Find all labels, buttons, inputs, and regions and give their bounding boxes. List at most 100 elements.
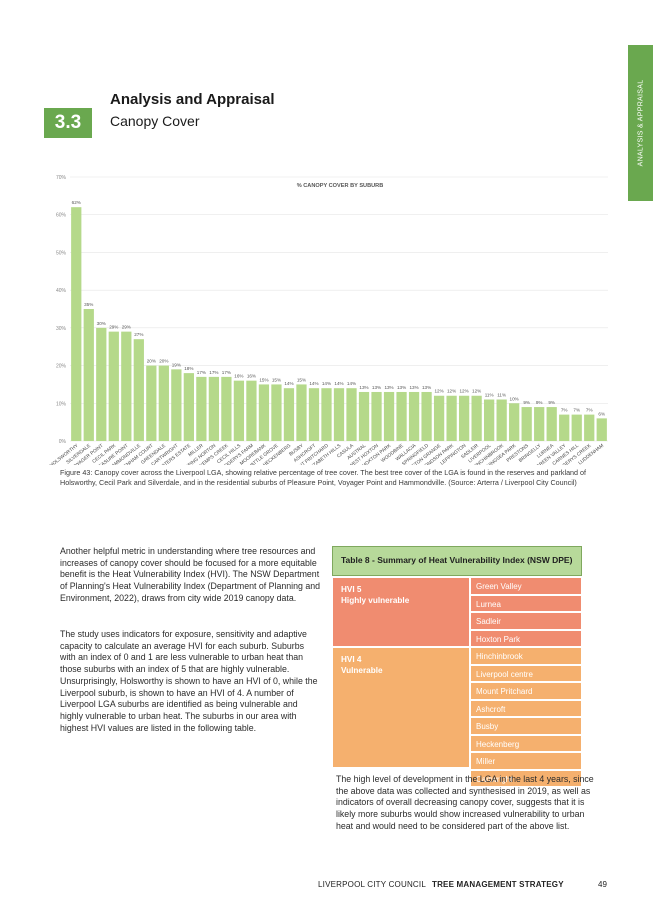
bar (596, 418, 607, 441)
bar (458, 395, 470, 441)
body-paragraph-development: The high level of development in the LGA… (336, 774, 594, 831)
table-cell-suburb: Sadleir (470, 612, 582, 630)
bar (71, 207, 82, 441)
bar-data-label: 9% (548, 400, 555, 405)
bar-data-label: 9% (523, 400, 530, 405)
bar-data-label: 18% (184, 366, 193, 371)
footer-organisation: LIVERPOOL CITY COUNCIL (318, 880, 426, 889)
bar-data-label: 15% (272, 377, 281, 382)
y-tick-label: 30% (56, 326, 67, 332)
section-title: Analysis and Appraisal (110, 91, 275, 108)
table-cell-suburb: Hoxton Park (470, 629, 582, 647)
bar-data-label: 17% (209, 370, 218, 375)
bar-data-label: 35% (84, 302, 93, 307)
bar-data-label: 14% (309, 381, 318, 386)
section-subtitle: Canopy Cover (110, 113, 200, 129)
bar (158, 365, 169, 441)
chart-title: % CANOPY COVER BY SUBURB (297, 183, 384, 189)
y-tick-label: 20% (56, 364, 67, 370)
bar (321, 388, 332, 441)
bar (283, 388, 295, 441)
bar-data-label: 12% (472, 389, 481, 394)
bar-data-label: 7% (561, 408, 568, 413)
bar (271, 384, 282, 441)
table-cell-suburb: Ashcroft (470, 699, 582, 717)
hvi4-description: Vulnerable (341, 666, 383, 675)
figure-caption: Figure 43: Canopy cover across the Liver… (60, 468, 587, 487)
hvi4-label: HVI 4 Vulnerable (332, 647, 470, 768)
bar (584, 414, 595, 441)
bar (258, 384, 270, 441)
bar-data-label: 29% (122, 325, 131, 330)
bar (496, 399, 507, 441)
bar-data-label: 13% (359, 385, 368, 390)
bar-data-label: 14% (322, 381, 331, 386)
bar (208, 376, 220, 441)
bar (96, 327, 107, 441)
bar-data-label: 13% (372, 385, 381, 390)
bar-data-label: 12% (460, 389, 469, 394)
bar-data-label: 20% (159, 359, 168, 364)
section-number: 3.3 (44, 108, 92, 138)
table-cell-suburb: Hinchinbrook (470, 647, 582, 665)
table-cell-suburb: Green Valley (470, 577, 582, 595)
bar-data-label: 62% (72, 200, 81, 205)
bar-data-label: 16% (247, 374, 256, 379)
y-tick-label: 70% (56, 175, 67, 181)
bar (196, 376, 207, 441)
bar (296, 384, 307, 441)
bar (346, 388, 357, 441)
bar-data-label: 30% (97, 321, 106, 326)
side-section-tab: ANALYSIS & APPRAISAL (628, 45, 653, 201)
hvi5-level: HVI 5 (341, 585, 362, 594)
bar (233, 380, 245, 441)
bar-data-label: 17% (197, 370, 206, 375)
bar-data-label: 16% (234, 374, 243, 379)
canopy-chart-svg: 0% 10% 20% 30% 40% 50% 60% 70% % CANOPY COVER BY… (49, 175, 608, 465)
bar (521, 407, 532, 441)
bar (571, 414, 582, 441)
bar-data-label: 6% (598, 411, 605, 416)
table-cell-suburb: Miller (470, 752, 582, 770)
bar-data-label: 10% (510, 396, 519, 401)
y-tick-label: 50% (56, 250, 67, 256)
page-number: 49 (598, 880, 607, 889)
bar-data-label: 7% (586, 408, 593, 413)
bar-data-label: 17% (222, 370, 231, 375)
bar (421, 391, 432, 441)
bar (546, 407, 557, 441)
body-paragraph-hvi-intro: Another helpful metric in understanding … (60, 546, 321, 603)
bar-data-label: 19% (172, 362, 181, 367)
y-tick-label: 0% (59, 439, 67, 445)
bar (383, 391, 395, 441)
bar (146, 365, 157, 441)
bar (446, 395, 457, 441)
bar (484, 399, 495, 441)
hvi-summary-table: Table 8 - Summary of Heat Vulnerability … (332, 546, 582, 787)
bar (396, 391, 407, 441)
bar-data-label: 9% (536, 400, 543, 405)
bar-data-label: 12% (434, 389, 443, 394)
bar (471, 395, 482, 441)
hvi5-label: HVI 5 Highly vulnerable (332, 577, 470, 647)
bar (371, 391, 382, 441)
page-footer: LIVERPOOL CITY COUNCIL TREE MANAGEMENT ST… (318, 880, 564, 889)
bar (559, 414, 570, 441)
hvi4-level: HVI 4 (341, 655, 362, 664)
bar (121, 331, 132, 441)
y-tick-label: 10% (56, 401, 67, 407)
bar-data-label: 12% (447, 389, 456, 394)
bar (333, 388, 345, 441)
bar (171, 369, 182, 441)
table-cell-suburb: Heckenberg (470, 734, 582, 752)
table-cell-suburb: Mount Pritchard (470, 682, 582, 700)
y-tick-label: 40% (56, 288, 67, 294)
table-cell-suburb: Liverpool centre (470, 664, 582, 682)
bar-data-label: 7% (573, 408, 580, 413)
table-cell-suburb: Lurnea (470, 594, 582, 612)
bar-data-label: 13% (422, 385, 431, 390)
bar (433, 395, 445, 441)
bar-data-label: 14% (334, 381, 343, 386)
bar-data-label: 13% (397, 385, 406, 390)
bar (221, 376, 232, 441)
